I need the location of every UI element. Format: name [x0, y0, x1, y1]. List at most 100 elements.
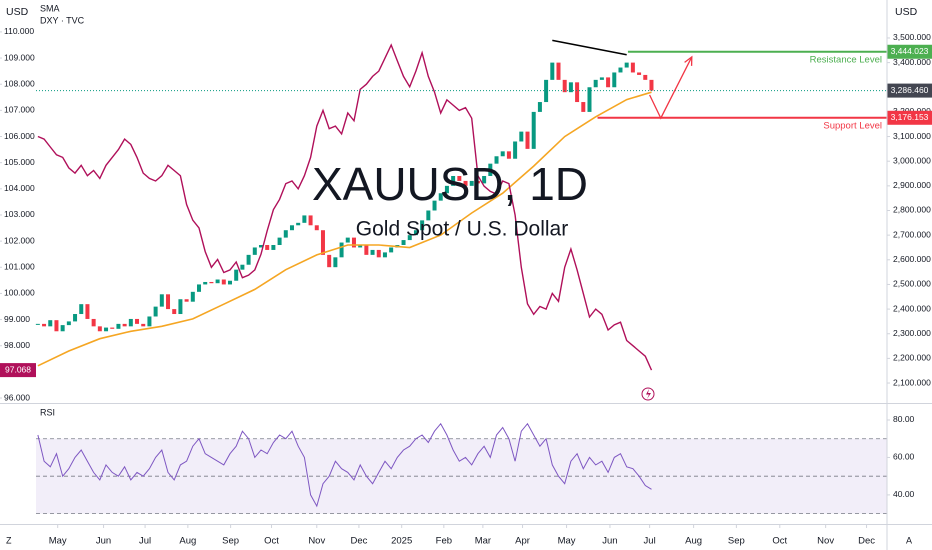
candle-body	[339, 242, 344, 258]
candle-body	[327, 254, 332, 268]
watermark-subtitle: Gold Spot / U.S. Dollar	[356, 218, 568, 241]
candle-body	[246, 254, 251, 265]
candle-body	[438, 193, 443, 201]
candle-body	[48, 320, 53, 327]
series-line	[37, 43, 653, 371]
candle-body	[575, 82, 580, 103]
x-tick-label: May	[49, 536, 67, 547]
candle-body	[110, 327, 115, 329]
candle-body	[271, 245, 276, 250]
candle-body	[314, 225, 319, 231]
y-tick-label: 105.000	[4, 157, 35, 167]
candle-body	[320, 230, 325, 255]
candle-body	[66, 321, 71, 326]
candle-body	[79, 304, 84, 315]
candle-body	[382, 252, 387, 258]
candle-body	[401, 240, 406, 246]
y2-tick-label: 2,900.000	[893, 180, 931, 190]
candle-body	[606, 77, 611, 88]
y2-tick-label: 3,100.000	[893, 131, 931, 141]
level-text: Resistance Level	[810, 54, 882, 65]
candle-body	[494, 156, 499, 164]
event-icon[interactable]	[641, 387, 655, 401]
candle-body	[283, 230, 288, 238]
level-tag	[887, 110, 932, 125]
y-tick-label: 107.000	[4, 105, 35, 115]
candle-body	[351, 237, 356, 248]
candle-body	[141, 323, 146, 327]
y2-tick-label: 3,500.000	[893, 32, 931, 42]
plot-layer: May Jun Jul Aug Sep Oct Nov Dec 2025 Feb Mar Apr May…	[0, 26, 932, 547]
candle-body	[581, 102, 586, 112]
level-text: Support Level	[823, 120, 882, 131]
y2-tick-label: 3,400.000	[893, 57, 931, 67]
candle-body	[277, 237, 282, 246]
y2-tick-label: 2,400.000	[893, 303, 931, 313]
x-tick-label: Dec	[350, 536, 367, 547]
candle-body	[166, 294, 171, 310]
candle-body	[190, 291, 195, 302]
candle-body	[221, 279, 226, 285]
candle-body	[104, 327, 109, 332]
x-tick-label: Jun	[602, 536, 617, 547]
candle-body	[240, 264, 245, 270]
candle-body	[568, 82, 573, 93]
candle-body	[97, 326, 102, 332]
candle-body	[172, 309, 177, 315]
rsi-tick-label: 40.00	[893, 489, 915, 499]
y-tick-label: 104.000	[4, 183, 35, 193]
candle-body	[413, 230, 418, 236]
candle-body	[258, 245, 263, 248]
candle-body	[178, 299, 183, 315]
y-tick-label: 102.000	[4, 235, 35, 245]
x-tick-label: Oct	[772, 536, 787, 547]
y2-tick-label: 3,000.000	[893, 155, 931, 165]
candle-body	[153, 306, 158, 317]
last-price-tag	[887, 83, 932, 98]
candle-body	[197, 284, 202, 292]
level-tag-label: 3,176.153	[891, 112, 929, 122]
candle-body	[215, 279, 220, 284]
y-tick-label: 101.000	[4, 262, 35, 272]
candle-body	[296, 222, 301, 226]
candle-body	[376, 249, 381, 258]
x-tick-label: Sep	[728, 536, 745, 547]
candle-body	[562, 79, 567, 93]
x-tick-label: Oct	[264, 536, 279, 547]
timezone-button[interactable]: Z	[6, 535, 12, 545]
x-tick-label: Jul	[644, 536, 656, 547]
trendline	[552, 39, 627, 56]
level-tag	[887, 44, 932, 59]
candle-body	[60, 325, 65, 332]
projection-arrow	[649, 56, 693, 120]
candle-body	[531, 111, 536, 149]
auto-scale-button[interactable]: A	[906, 535, 912, 545]
candle-body	[420, 220, 425, 231]
y-tick-label: 109.000	[4, 52, 35, 62]
candle-body	[500, 151, 505, 157]
y2-tick-label: 2,500.000	[893, 279, 931, 289]
candle-body	[488, 163, 493, 176]
dxy-last-label: 97.068	[5, 364, 31, 374]
y-tick-label: 100.000	[4, 288, 35, 298]
rsi-title: RSI	[40, 407, 55, 417]
candle-body	[302, 215, 307, 223]
candle-body	[643, 74, 648, 80]
candle-body	[482, 175, 487, 184]
candle-body	[265, 245, 270, 250]
y2-tick-label: 2,200.000	[893, 353, 931, 363]
y-tick-label: 110.000	[4, 26, 34, 36]
last-price-label: 3,286.460	[891, 85, 929, 95]
candle-body	[42, 323, 47, 327]
series-line	[37, 91, 652, 367]
candle-body	[618, 67, 623, 73]
candle-body	[85, 304, 90, 319]
candle-body	[537, 102, 542, 112]
dxy-last-tag	[0, 363, 36, 378]
right-unit: USD	[895, 6, 918, 18]
candle-body	[649, 79, 654, 91]
rsi-tick-label: 60.00	[893, 452, 915, 462]
projection-arrowhead	[684, 55, 693, 66]
candle-body	[469, 180, 474, 186]
